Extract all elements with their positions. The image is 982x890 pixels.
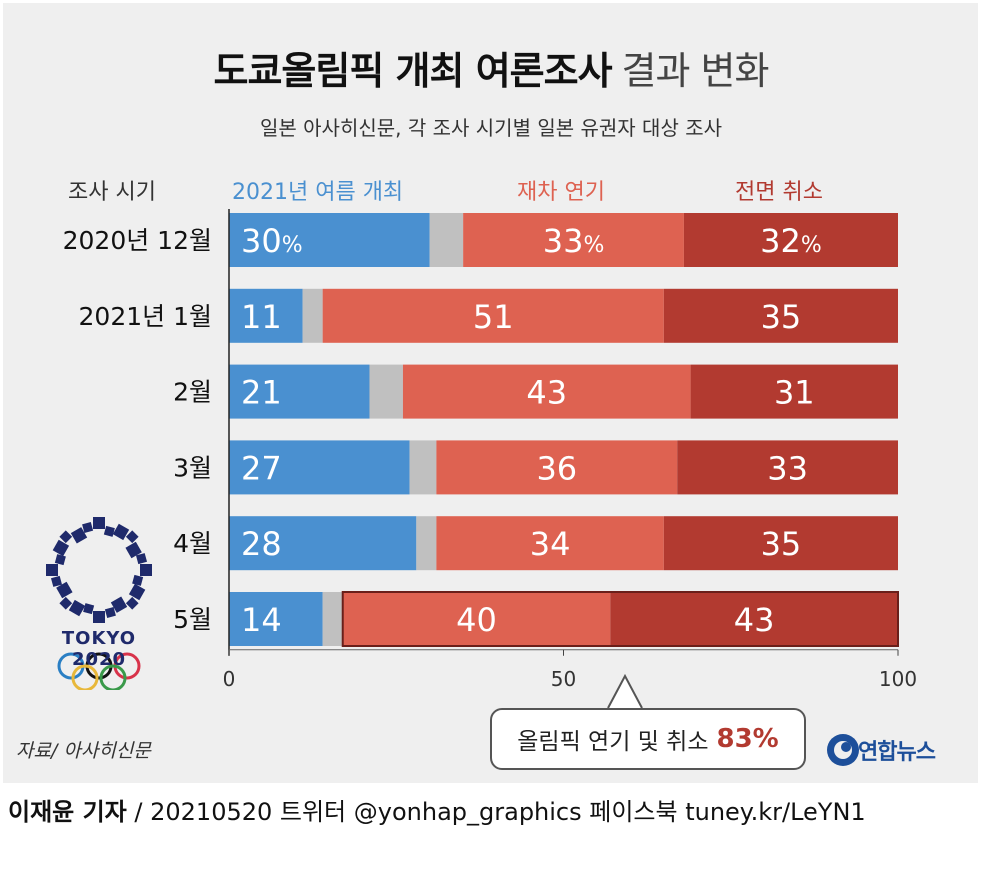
bar-no-answer xyxy=(322,592,343,646)
bar-summer-hosting xyxy=(229,364,370,419)
emblem-square xyxy=(125,530,139,544)
bar-postpone-again xyxy=(436,516,664,571)
bar-postpone-again xyxy=(342,592,611,646)
value-label-full-cancel: 35 xyxy=(761,525,802,563)
bar-no-answer xyxy=(302,288,323,343)
chart-title: 도쿄올림픽 개최 여론조사 결과 변화 xyxy=(0,40,982,95)
yonhap-logo-icon xyxy=(827,734,859,766)
emblem-square xyxy=(59,596,73,610)
legend-full-cancel: 전면 취소 xyxy=(735,180,823,205)
percent-sign: % xyxy=(801,233,822,258)
byline-reporter: 이재윤 기자 xyxy=(8,798,127,826)
value-label-postpone-again: 40 xyxy=(456,601,497,639)
percent-sign: % xyxy=(282,233,303,258)
emblem-square xyxy=(104,606,116,619)
callout-box: 올림픽 연기 및 취소 83% xyxy=(490,708,806,770)
callout-text: 올림픽 연기 및 취소 xyxy=(517,729,709,755)
bar-summer-hosting xyxy=(229,288,303,343)
bar-no-answer xyxy=(409,440,437,495)
tokyo-2020-emblem-icon xyxy=(46,517,152,690)
highlight-outline xyxy=(341,591,900,647)
bar-no-answer xyxy=(416,516,437,571)
category-label: 2021년 1월 xyxy=(79,302,212,331)
value-label-summer-hosting: 21 xyxy=(241,374,282,412)
bar-no-answer xyxy=(429,213,464,267)
emblem-square xyxy=(59,530,73,544)
bar-summer-hosting xyxy=(229,213,430,267)
value-label-summer-hosting: 27 xyxy=(241,449,282,487)
emblem-square xyxy=(46,564,58,576)
bar-postpone-again xyxy=(322,288,664,343)
value-label-postpone-again: 43 xyxy=(526,374,567,412)
value-label-summer-hosting: 28 xyxy=(241,525,282,563)
emblem-square xyxy=(125,596,139,610)
bar-full-cancel xyxy=(683,213,898,267)
x-tick-label: 0 xyxy=(223,667,236,691)
emblem-square xyxy=(83,603,95,615)
value-label-full-cancel: 35 xyxy=(761,298,802,336)
x-tick-label: 100 xyxy=(879,667,917,691)
title-main: 도쿄올림픽 개최 여론조사 xyxy=(213,49,613,93)
value-label-summer-hosting: 14 xyxy=(241,601,282,639)
period-header: 조사 시기 xyxy=(68,180,156,205)
chart-subtitle: 일본 아사히신문, 각 조사 시기별 일본 유권자 대상 조사 xyxy=(259,116,723,140)
bar-summer-hosting xyxy=(229,440,410,495)
emblem-square xyxy=(82,521,94,534)
yonhap-logo-text: 연합뉴스 xyxy=(858,740,936,765)
emblem-square xyxy=(112,523,130,541)
emblem-square xyxy=(56,581,73,599)
emblem-square xyxy=(50,575,63,587)
emblem-square xyxy=(68,599,86,617)
emblem-square xyxy=(103,525,115,537)
bar-no-answer xyxy=(369,364,403,419)
category-label: 4월 xyxy=(173,529,212,558)
bar-full-cancel xyxy=(663,288,898,343)
bar-full-cancel xyxy=(677,440,898,495)
bar-full-cancel xyxy=(663,516,898,571)
value-label-summer-hosting: 11 xyxy=(241,298,282,336)
emblem-square xyxy=(132,574,144,586)
value-label-full-cancel: 33 xyxy=(767,449,808,487)
emblem-square xyxy=(110,596,128,613)
value-label-postpone-again: 51 xyxy=(473,298,514,336)
emblem-square xyxy=(135,553,148,565)
bar-full-cancel xyxy=(610,592,898,646)
emblem-square xyxy=(52,539,70,557)
emblem-square xyxy=(93,611,105,623)
callout-pointer xyxy=(607,673,643,709)
legend-summer-hosting: 2021년 여름 개최 xyxy=(232,180,404,205)
bar-full-cancel xyxy=(690,364,898,419)
callout-value: 83% xyxy=(716,724,779,754)
bar-postpone-again xyxy=(463,213,684,267)
value-label-full-cancel: 31 xyxy=(774,374,815,412)
bar-postpone-again xyxy=(436,440,678,495)
title-sub: 결과 변화 xyxy=(621,49,770,93)
category-label: 3월 xyxy=(173,453,212,482)
byline: 이재윤 기자 / 20210520 트위터 @yonhap_graphics 페… xyxy=(8,792,866,827)
emblem-square xyxy=(93,517,105,529)
emblem-square xyxy=(54,554,66,566)
bar-summer-hosting xyxy=(229,592,323,646)
byline-rest: / 20210520 트위터 @yonhap_graphics 페이스북 tun… xyxy=(126,798,866,826)
value-label-postpone-again: 34 xyxy=(530,525,571,563)
emblem-square xyxy=(70,527,88,544)
value-label-full-cancel: 43 xyxy=(734,601,775,639)
x-tick-label: 50 xyxy=(551,667,576,691)
category-label: 2월 xyxy=(173,378,212,407)
percent-sign: % xyxy=(583,233,604,258)
value-label-postpone-again: 36 xyxy=(536,449,577,487)
legend-postpone-again: 재차 연기 xyxy=(517,180,605,205)
category-label: 5월 xyxy=(173,605,212,634)
source-note: 자료/ 아사히신문 xyxy=(16,740,151,762)
emblem-square xyxy=(140,564,152,576)
category-label: 2020년 12월 xyxy=(63,226,212,255)
emblem-square xyxy=(125,541,142,559)
tokyo-2020-text: TOKYO 2020 xyxy=(61,628,137,670)
bar-postpone-again xyxy=(402,364,691,419)
emblem-square xyxy=(128,583,146,601)
bar-summer-hosting xyxy=(229,516,417,571)
